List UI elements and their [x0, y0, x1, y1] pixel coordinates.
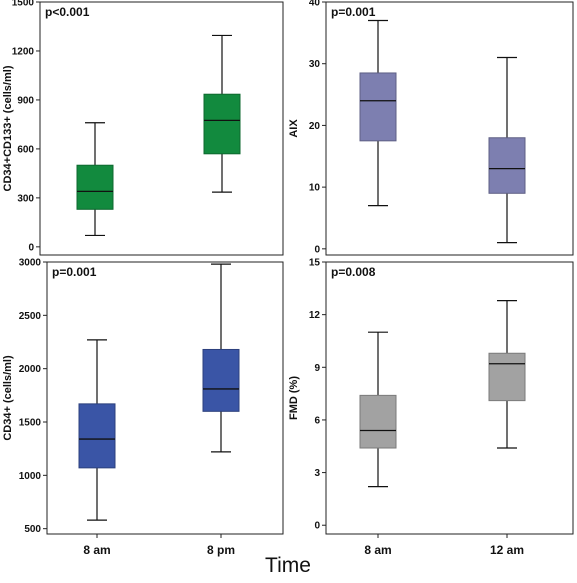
y-axis-label: AIX [288, 119, 300, 138]
box-1: 8 am [359, 331, 397, 557]
iqr-box [359, 394, 397, 449]
p-value-annotation: p=0.001 [52, 265, 97, 279]
plot-frame [325, 1, 574, 256]
y-axis-label: FMD (%) [288, 376, 300, 420]
y-tick-label: 10 [309, 183, 321, 194]
panel-cd34-cd133: 0 300 600 900 1200 1500 CD34+CD133+ (cells/ml)… [2, 0, 284, 256]
plot-frame [325, 261, 574, 535]
panel-aix: 0 10 20 30 40 AIX p=0.001 [288, 0, 574, 256]
x-tick-label: 8 am [364, 543, 391, 557]
y-tick-label: 3 [314, 468, 320, 479]
y-tick-label: 300 [17, 193, 34, 204]
iqr-box [203, 93, 241, 155]
iqr-box [76, 164, 114, 210]
panel-fmd: 0 3 6 9 12 15 FMD (%) p=0.008 8 am 12 am [288, 258, 574, 557]
box-2: 8 pm [202, 263, 240, 557]
y-tick-label: 3000 [19, 258, 42, 269]
plot-frame [39, 1, 284, 256]
p-value-annotation: p=0.001 [331, 5, 376, 19]
figure-x-axis-label: Time [265, 554, 311, 577]
y-tick-label: 600 [17, 144, 34, 155]
y-tick-label: 900 [17, 95, 34, 106]
y-tick-label: 12 [309, 310, 321, 321]
y-tick-label: 40 [309, 0, 321, 9]
iqr-box [78, 403, 116, 469]
y-tick-label: 9 [314, 363, 320, 374]
y-tick-label: 2500 [19, 311, 42, 322]
iqr-box [488, 352, 526, 402]
y-tick-label: 0 [314, 244, 320, 255]
y-tick-label: 2000 [19, 364, 42, 375]
y-tick-label: 30 [309, 59, 321, 70]
x-tick-label: 8 am [83, 543, 110, 557]
panel-cd34: 500 1000 1500 2000 2500 3000 CD34+ (cells/ml) p… [2, 258, 284, 557]
y-tick-label: 15 [309, 258, 321, 269]
iqr-box [488, 137, 526, 194]
y-tick-label: 0 [314, 521, 320, 532]
y-tick-label: 20 [309, 121, 321, 132]
iqr-box [359, 72, 397, 142]
y-tick-label: 1000 [19, 471, 42, 482]
y-tick-label: 0 [28, 242, 34, 253]
box-2 [488, 56, 526, 244]
y-tick-label: 500 [24, 524, 41, 535]
y-axis-label: CD34+ (cells/ml) [2, 355, 14, 441]
p-value-annotation: p=0.008 [331, 265, 376, 279]
y-tick-label: 1500 [19, 418, 42, 429]
box-1 [359, 19, 397, 207]
y-tick-label: 6 [314, 415, 320, 426]
box-2: 12 am [488, 300, 526, 557]
p-value-annotation: p<0.001 [45, 5, 90, 19]
y-tick-label: 1500 [12, 0, 35, 9]
box-1: 8 am [78, 339, 116, 557]
box-1 [76, 122, 114, 237]
y-axis-label: CD34+CD133+ (cells/ml) [2, 65, 14, 191]
x-tick-label: 12 am [490, 543, 524, 557]
box-2 [203, 34, 241, 193]
x-tick-label: 8 pm [207, 543, 235, 557]
y-tick-label: 1200 [12, 46, 35, 57]
iqr-box [202, 348, 240, 412]
plot-frame [46, 261, 284, 535]
